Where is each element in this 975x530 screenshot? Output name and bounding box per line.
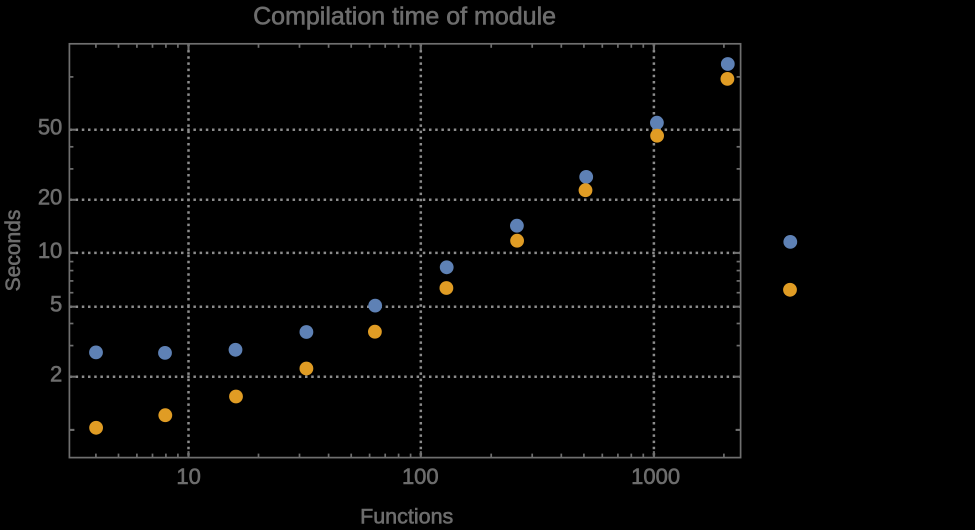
svg-text:Seconds: Seconds <box>2 210 25 292</box>
svg-text:Compilation time of module: Compilation time of module <box>253 3 556 31</box>
svg-text:Functions: Functions <box>360 505 453 526</box>
svg-text:100: 100 <box>402 464 439 489</box>
svg-text:2: 2 <box>50 362 62 387</box>
svg-text:20: 20 <box>38 185 62 210</box>
svg-text:10: 10 <box>176 464 200 489</box>
svg-text:50: 50 <box>38 115 62 140</box>
svg-text:10: 10 <box>38 238 62 263</box>
svg-text:5: 5 <box>50 292 62 317</box>
svg-text:1000: 1000 <box>631 464 680 489</box>
